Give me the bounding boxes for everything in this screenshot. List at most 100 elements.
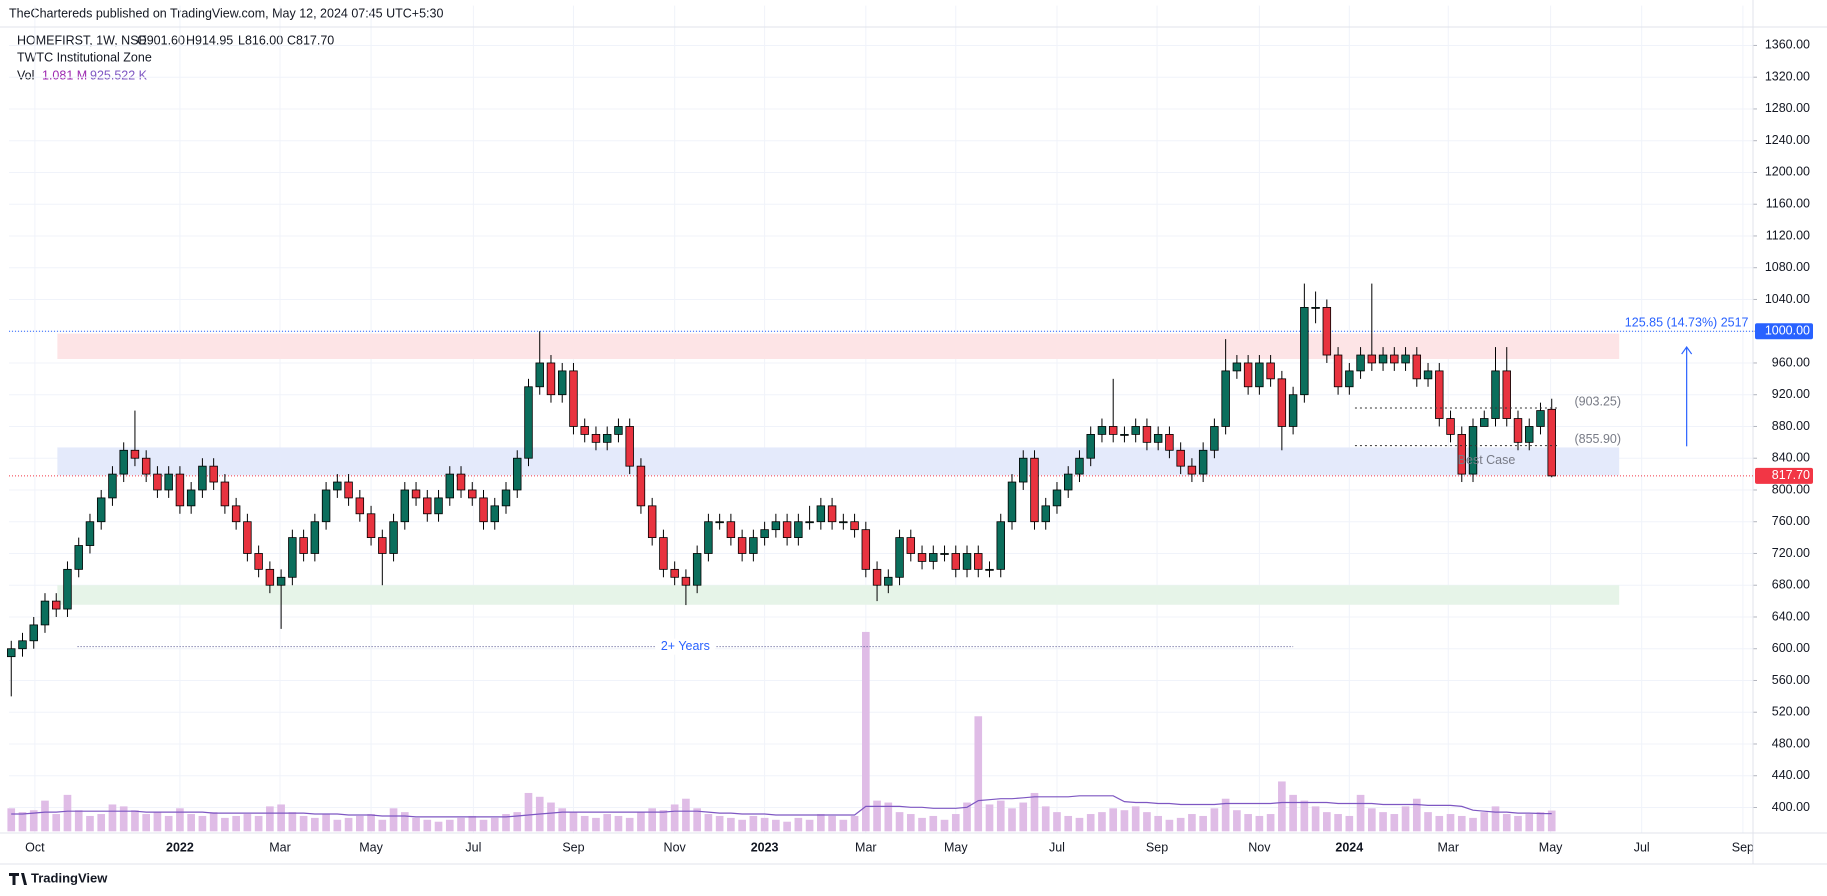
- x-tick-label: Oct: [25, 840, 45, 854]
- x-tick-label: May: [944, 840, 968, 854]
- volume-bar: [1289, 794, 1297, 832]
- volume-bar: [547, 802, 555, 832]
- volume-bar: [637, 812, 645, 832]
- volume-bar: [254, 815, 263, 832]
- price-label-box: [1755, 323, 1813, 340]
- volume-bar: [311, 817, 319, 832]
- volume-bar: [412, 817, 420, 832]
- candle-body: [1165, 434, 1174, 451]
- candle-body: [659, 537, 668, 570]
- volume-bar: [29, 810, 38, 832]
- candle-body: [827, 505, 837, 523]
- volume-bar: [97, 814, 106, 832]
- volume-bar: [805, 819, 814, 832]
- volume-bar: [1469, 817, 1477, 832]
- candle-body: [108, 473, 117, 499]
- candle-body: [704, 521, 713, 554]
- candle-body: [1390, 354, 1399, 364]
- candle-body: [220, 481, 230, 507]
- volume-bar: [1255, 815, 1264, 832]
- volume-bar: [1008, 808, 1016, 832]
- candle-body: [1277, 378, 1287, 427]
- candle-body: [670, 568, 679, 578]
- x-tick-label: 2022: [166, 840, 194, 854]
- volume-bar: [176, 808, 184, 832]
- candle-body: [74, 545, 83, 570]
- span-label-bg: [655, 638, 716, 655]
- volume-bar: [1491, 806, 1500, 832]
- candle-body: [805, 521, 814, 524]
- volume-bar: [1278, 781, 1286, 832]
- y-tick-label: 1080.00: [1765, 260, 1810, 274]
- candle-body: [1468, 426, 1478, 475]
- volume-bar: [704, 814, 713, 832]
- volume-bar: [356, 815, 364, 832]
- candle-body: [749, 537, 758, 554]
- candle-body: [681, 576, 691, 586]
- volume-bar: [1244, 814, 1252, 832]
- y-tick-label: 920.00: [1772, 387, 1810, 401]
- volume-bar: [232, 815, 240, 832]
- candle-body: [771, 521, 781, 531]
- candle-body: [1243, 362, 1253, 388]
- candle-body: [794, 521, 803, 538]
- candle-body: [209, 465, 218, 483]
- x-tick-label: Jul: [465, 840, 481, 854]
- candle-body: [861, 529, 871, 570]
- volume-bar: [794, 817, 803, 832]
- candle-body: [1187, 465, 1197, 475]
- candle-body: [231, 505, 241, 523]
- x-tick-label: May: [359, 840, 383, 854]
- x-tick-label: Mar: [1438, 840, 1460, 854]
- candle-body: [321, 489, 331, 523]
- y-tick-label: 1040.00: [1765, 292, 1810, 306]
- candle-body: [1142, 426, 1152, 443]
- candle-body: [1131, 426, 1140, 435]
- candle-body: [1176, 449, 1185, 467]
- volume-bar: [344, 817, 353, 832]
- publisher: TheChartereds published on TradingView.c…: [9, 6, 443, 20]
- y-tick-label: 1360.00: [1765, 38, 1810, 52]
- volume-bar: [1345, 815, 1354, 832]
- candle-body: [580, 426, 589, 435]
- candle-body: [692, 553, 702, 586]
- volume-bar: [929, 815, 938, 832]
- candle-body: [1480, 418, 1489, 427]
- candle-body: [456, 473, 466, 491]
- candle-body: [513, 457, 522, 491]
- candle-body: [7, 648, 16, 658]
- x-tick-label: Nov: [1248, 840, 1271, 854]
- volume-bar: [918, 817, 926, 832]
- candle-body: [1547, 408, 1556, 477]
- volume-bar: [614, 815, 623, 832]
- y-tick-label: 640.00: [1772, 609, 1810, 623]
- symbol: HOMEFIRST, 1W, NSE: [17, 33, 147, 47]
- candle-body: [1525, 426, 1534, 443]
- candle-body: [1446, 418, 1455, 435]
- candle-body: [1232, 362, 1242, 372]
- price-label: 817.70: [1772, 468, 1810, 482]
- candle-body: [1367, 354, 1377, 364]
- volume-bar: [1266, 814, 1275, 832]
- candle-body: [974, 553, 983, 570]
- volume-bar: [1311, 806, 1320, 832]
- volume-bar: [322, 814, 330, 832]
- x-tick-label: 2024: [1335, 840, 1363, 854]
- volume-bar: [142, 814, 151, 832]
- candle-body: [243, 521, 252, 554]
- volume-bar: [1064, 815, 1073, 832]
- candle-body: [760, 529, 769, 538]
- span-label: 2+ Years: [661, 639, 710, 653]
- candle-body: [164, 473, 173, 491]
- volume-bar: [502, 814, 510, 832]
- volume-bar: [63, 794, 72, 832]
- candle-body: [1266, 362, 1275, 380]
- price-label-box: [1755, 467, 1813, 484]
- volume-bar: [423, 819, 432, 832]
- candle-body: [40, 600, 50, 626]
- volume-bar: [861, 631, 870, 832]
- candle-body: [479, 497, 488, 523]
- candle-body: [310, 521, 320, 554]
- candle-body: [737, 537, 747, 554]
- candle-body: [850, 521, 859, 531]
